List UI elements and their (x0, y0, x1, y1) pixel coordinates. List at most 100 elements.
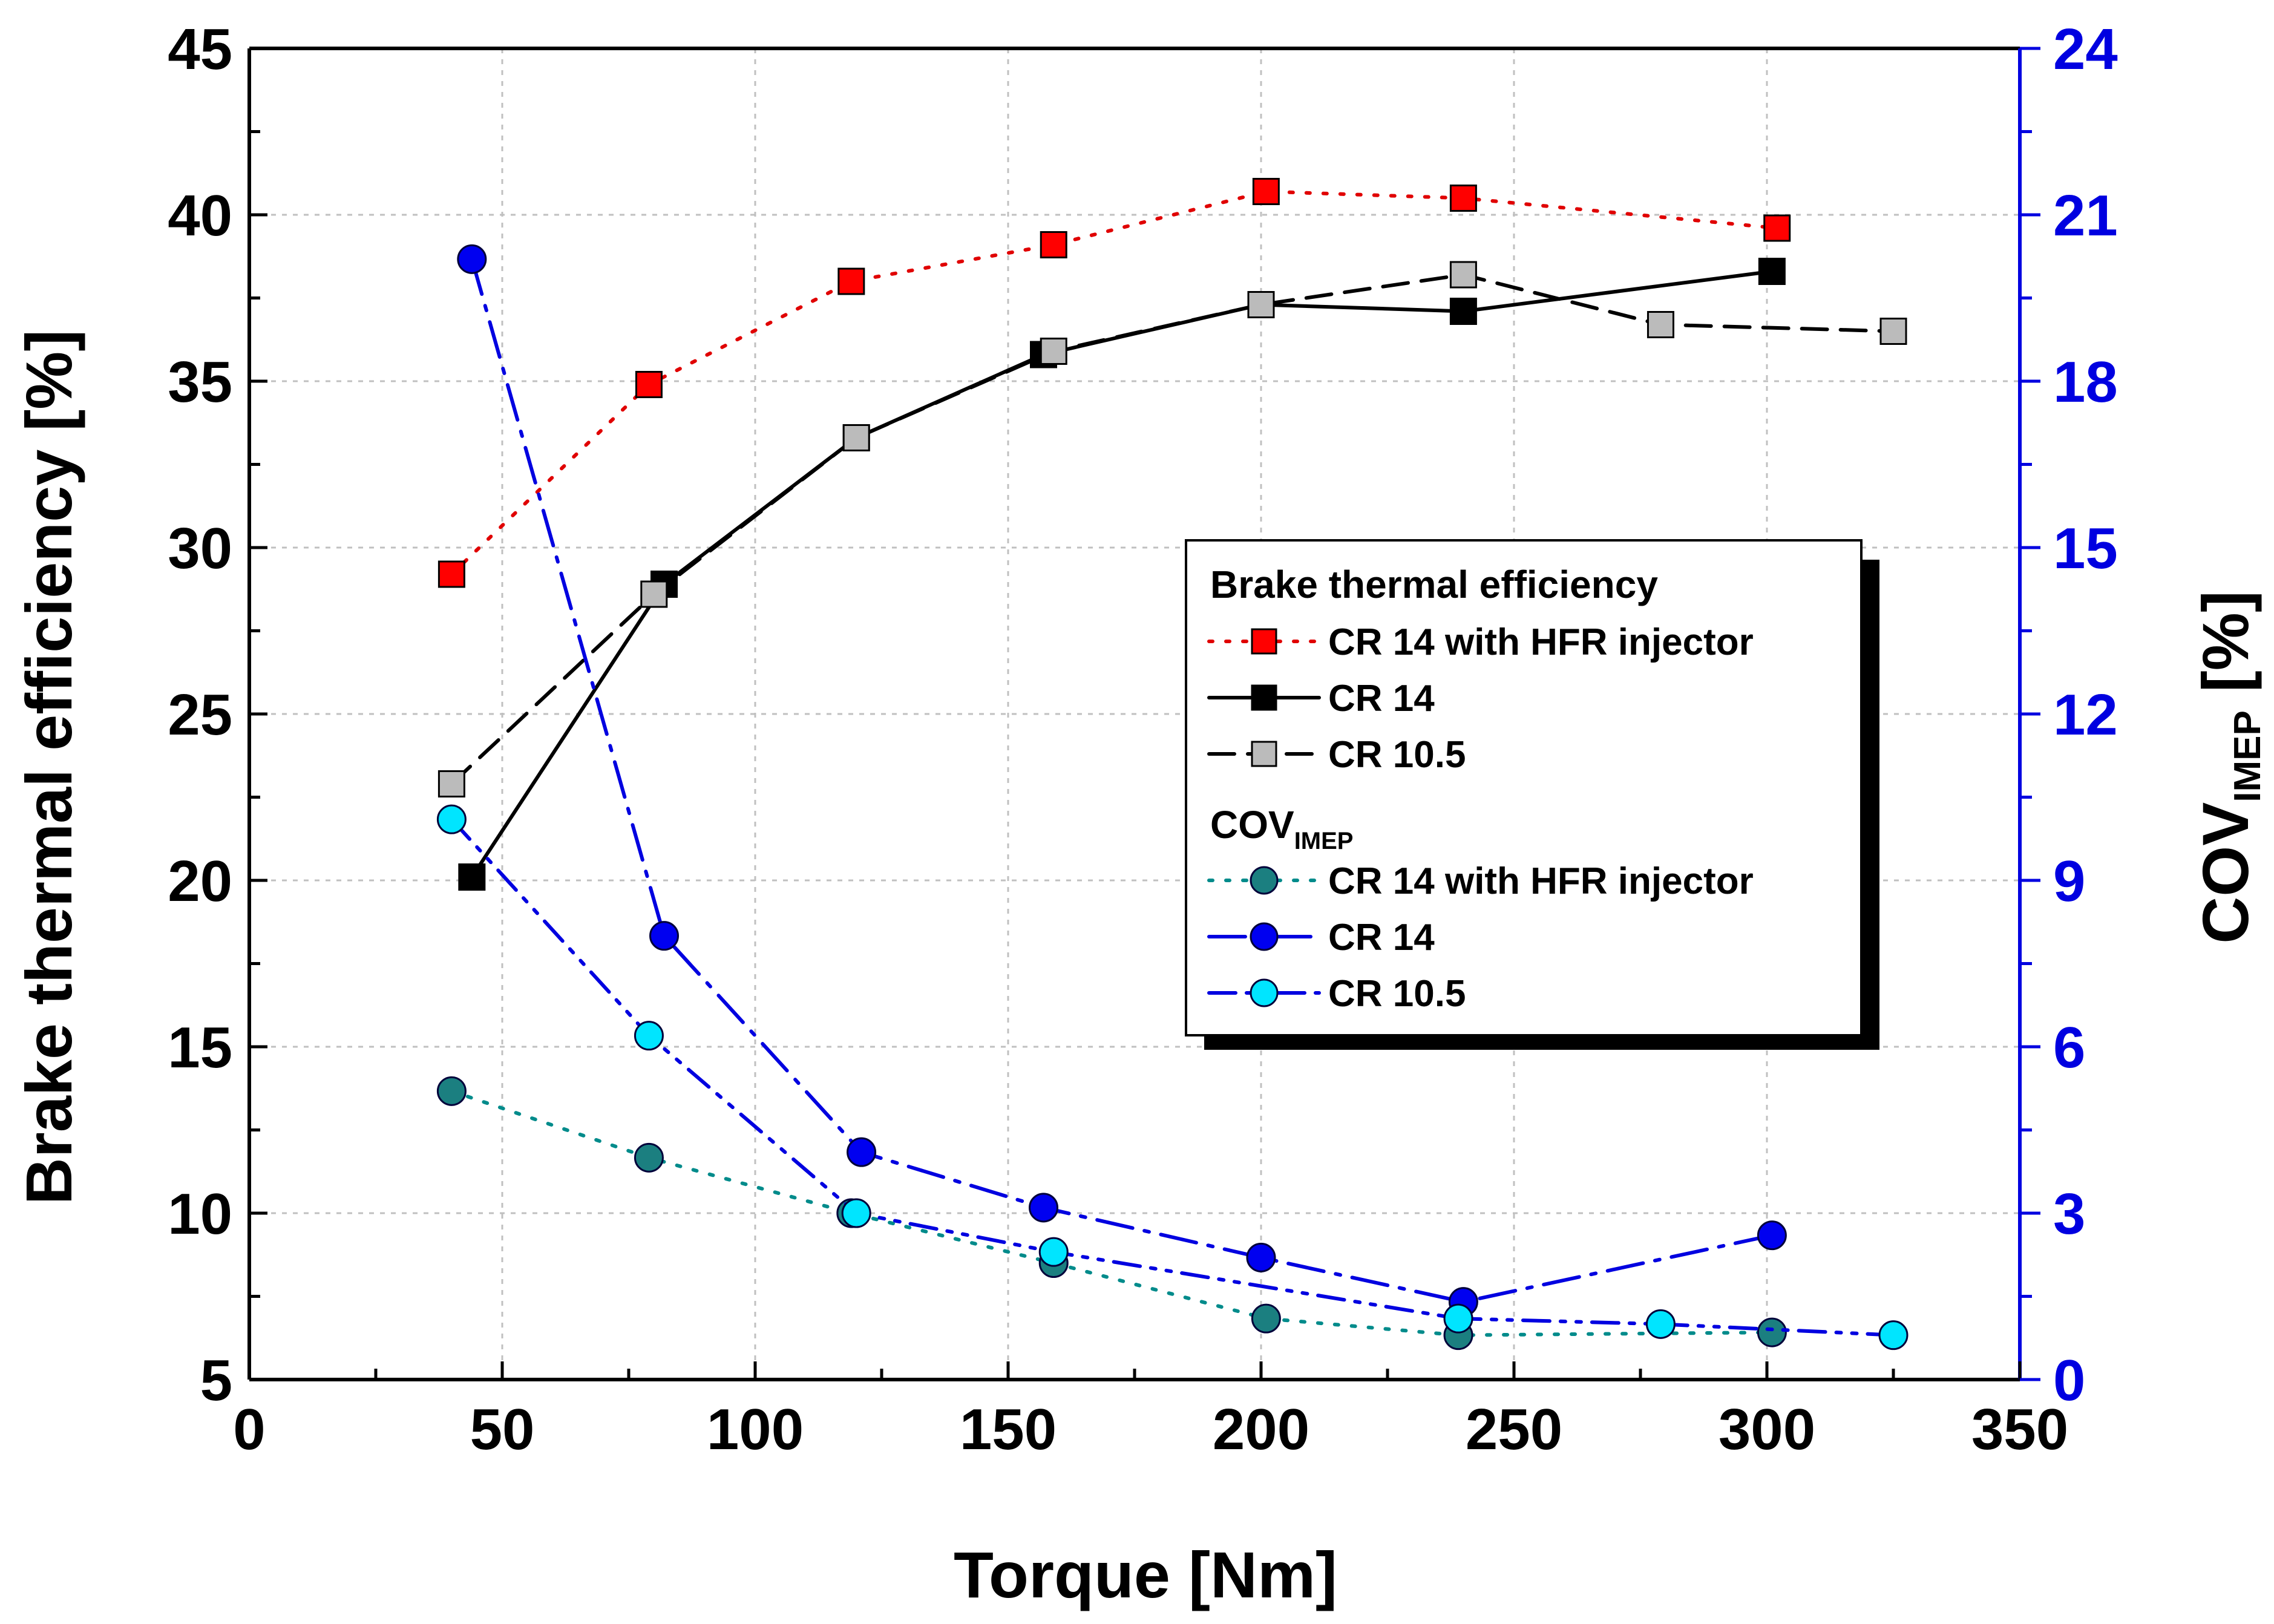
data-point (1449, 261, 1477, 289)
y-tick-label: 15 (168, 1015, 232, 1080)
legend-label: CR 14 with HFR injector (1328, 621, 1754, 663)
data-point (436, 804, 467, 834)
data-point (1251, 1303, 1281, 1334)
y-tick-label: 40 (168, 183, 232, 248)
legend-group-title-cov: COVIMEP (1210, 803, 1353, 854)
y2-tick-label: 21 (2053, 183, 2118, 248)
x-axis-title: Torque [Nm] (954, 1538, 1337, 1611)
legend-label: CR 14 (1328, 917, 1435, 958)
data-point (837, 267, 865, 295)
data-point (1443, 1303, 1473, 1334)
y2-axis-title-suffix: [%] (2189, 591, 2262, 710)
data-point (1757, 1220, 1787, 1251)
x-tick-label: 250 (1466, 1397, 1562, 1462)
y2-tick-label: 15 (2053, 516, 2118, 581)
legend: Brake thermal efficiency COVIMEP CR 14 w… (1185, 539, 1879, 1050)
y2-tick-label: 9 (2053, 849, 2085, 914)
legend-entry: CR 14 (1207, 678, 1435, 719)
legend-cov-sub: IMEP (1294, 828, 1354, 854)
legend-cov-main: COV (1210, 803, 1294, 846)
legend-entry: CR 10.5 (1207, 734, 1466, 776)
data-point (1247, 291, 1275, 318)
legend-label: CR 10.5 (1328, 973, 1466, 1015)
x-tick-label: 100 (707, 1397, 804, 1462)
x-tick-label: 350 (1971, 1397, 2068, 1462)
data-point (1645, 1309, 1676, 1339)
data-point (634, 1021, 664, 1051)
legend-label: CR 14 with HFR injector (1328, 860, 1754, 902)
legend-box (1185, 539, 1863, 1036)
legend-label: CR 10.5 (1328, 734, 1466, 776)
legend-entry: CR 14 with HFR injector (1207, 860, 1754, 902)
data-point (842, 424, 870, 451)
y2-axis-title-sub: IMEP (2227, 710, 2269, 802)
data-point (1763, 214, 1791, 242)
legend-marker (1250, 978, 1279, 1007)
data-point (1038, 1237, 1069, 1267)
data-point (437, 770, 465, 797)
y-tick-label: 10 (168, 1182, 232, 1246)
data-point (1449, 185, 1477, 212)
y2-tick-label: 0 (2053, 1348, 2085, 1413)
x-tick-label: 50 (470, 1397, 535, 1462)
data-point (1246, 1242, 1276, 1272)
data-point (635, 371, 663, 398)
data-point (1758, 258, 1786, 285)
data-point (1878, 1320, 1909, 1351)
series-line (450, 272, 1895, 786)
y-tick-label: 20 (168, 849, 232, 914)
data-point (1449, 298, 1477, 325)
y2-tick-label: 18 (2053, 350, 2118, 414)
x-tick-label: 150 (960, 1397, 1057, 1462)
x-tick-label: 0 (233, 1397, 265, 1462)
legend-marker (1251, 628, 1277, 655)
data-point (1647, 311, 1674, 338)
series-bte-0 (437, 178, 1791, 588)
data-point (841, 1198, 871, 1228)
data-point (847, 1137, 877, 1167)
series-bte-2 (437, 261, 1907, 797)
y2-axis-title: COVIMEP [%] (2189, 591, 2269, 944)
y-tick-label: 30 (168, 516, 232, 581)
data-point (437, 560, 465, 588)
data-point (649, 921, 680, 951)
data-point (1252, 178, 1280, 205)
data-point (458, 863, 486, 891)
data-point (640, 580, 668, 608)
legend-marker (1251, 741, 1277, 767)
data-point (634, 1142, 664, 1173)
legend-entry: CR 14 with HFR injector (1207, 621, 1754, 663)
data-point (1040, 231, 1067, 258)
axes (247, 47, 2040, 1381)
data-point (457, 244, 487, 274)
data-point (436, 1076, 467, 1106)
data-point (1040, 338, 1067, 365)
y-tick-label: 5 (200, 1348, 232, 1413)
y-tick-label: 25 (168, 683, 232, 747)
legend-entry: CR 10.5 (1207, 973, 1466, 1015)
y2-tick-label: 24 (2053, 17, 2118, 82)
y2-axis-title-main: COV (2189, 802, 2262, 944)
legend-entries: CR 14 with HFR injector CR 14 CR 10.5 CR 14… (1207, 621, 1754, 1015)
data-point (1879, 318, 1907, 345)
series-cov-5 (436, 804, 1909, 1351)
legend-marker (1251, 684, 1277, 711)
legend-entry: CR 14 (1207, 917, 1435, 958)
y2-tick-label: 3 (2053, 1182, 2085, 1246)
tick-labels: 0 50 100 150 200 250 300 350 5 10 15 20 25 30 35 40 45 0 3… (168, 17, 2118, 1462)
y2-tick-label: 12 (2053, 683, 2118, 747)
y-axis-title: Brake thermal efficiency [%] (12, 330, 85, 1205)
legend-marker (1250, 922, 1279, 951)
y2-tick-label: 6 (2053, 1015, 2085, 1080)
series-layer (436, 178, 1909, 1351)
data-point (1757, 1317, 1787, 1347)
data-point (1029, 1193, 1059, 1223)
legend-label: CR 14 (1328, 678, 1435, 719)
legend-marker (1250, 866, 1279, 895)
y-tick-label: 45 (168, 17, 232, 82)
x-tick-label: 200 (1213, 1397, 1309, 1462)
x-tick-label: 300 (1719, 1397, 1815, 1462)
legend-group-title-bte: Brake thermal efficiency (1210, 563, 1658, 606)
